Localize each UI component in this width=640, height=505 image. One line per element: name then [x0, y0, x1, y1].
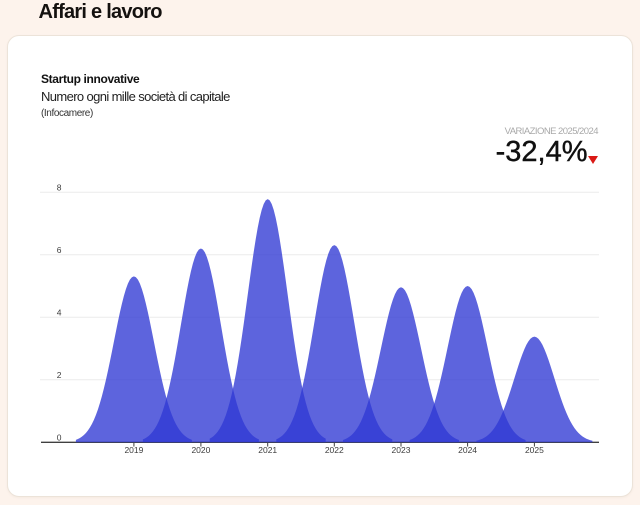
svg-text:2020: 2020 — [191, 445, 210, 455]
svg-text:2025: 2025 — [525, 445, 544, 455]
svg-text:6: 6 — [57, 245, 62, 255]
svg-text:2023: 2023 — [392, 445, 411, 455]
svg-text:2: 2 — [57, 370, 62, 380]
svg-text:4: 4 — [57, 307, 62, 317]
svg-text:2024: 2024 — [458, 445, 477, 455]
svg-text:8: 8 — [57, 182, 62, 192]
svg-text:2022: 2022 — [325, 445, 344, 455]
svg-text:2019: 2019 — [124, 445, 143, 455]
svg-text:2021: 2021 — [258, 445, 277, 455]
svg-text:0: 0 — [57, 432, 62, 442]
